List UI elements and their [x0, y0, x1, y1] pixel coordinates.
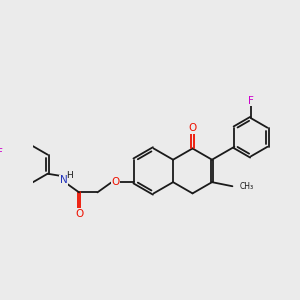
- Text: H: H: [67, 170, 73, 179]
- Text: F: F: [248, 96, 254, 106]
- Text: F: F: [0, 148, 3, 158]
- Text: CH₃: CH₃: [240, 182, 254, 191]
- Text: O: O: [112, 177, 120, 187]
- Text: O: O: [75, 209, 83, 219]
- Text: N: N: [60, 175, 68, 185]
- Text: O: O: [188, 123, 197, 133]
